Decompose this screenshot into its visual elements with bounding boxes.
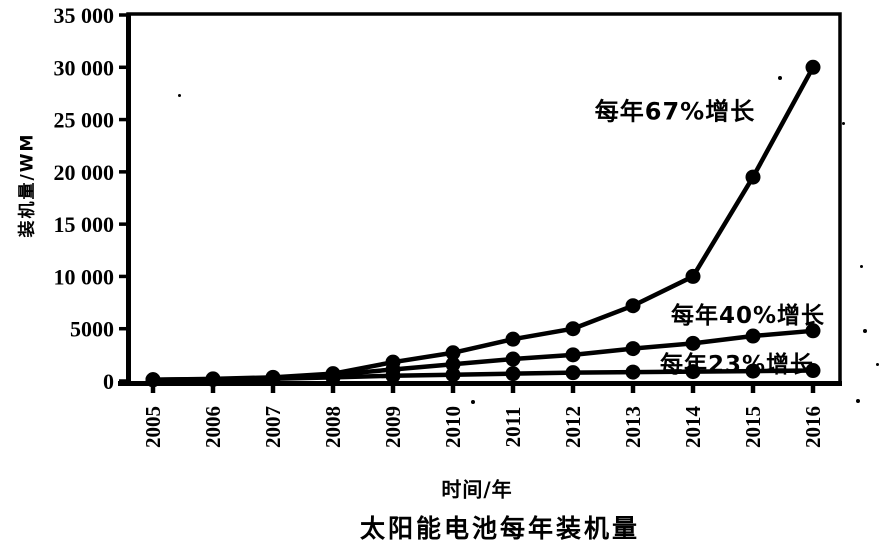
- scan-speck: [842, 122, 845, 125]
- data-point-40-percent: [445, 356, 461, 372]
- data-point-23-percent: [805, 363, 821, 379]
- scan-speck: [471, 400, 475, 404]
- scan-speck: [856, 399, 860, 403]
- data-point-40-percent: [745, 328, 761, 344]
- x-tick-label: 2013: [621, 406, 645, 448]
- x-tick-label: 2011: [501, 407, 525, 448]
- data-point-40-percent: [685, 335, 701, 351]
- y-tick-label: 30 000: [54, 55, 115, 80]
- y-tick-label: 35 000: [54, 3, 115, 28]
- x-axis-title: 时间/年: [441, 477, 513, 502]
- y-tick-label: 20 000: [54, 160, 115, 185]
- data-point-23-percent: [625, 364, 641, 380]
- data-point-67-percent: [805, 59, 821, 75]
- y-tick-label: 5000: [70, 317, 114, 342]
- scan-speck: [876, 363, 879, 366]
- data-point-23-percent: [565, 365, 581, 381]
- x-tick-label: 2012: [561, 406, 585, 448]
- annotation-40-percent-growth: 每年40%增长: [670, 303, 826, 329]
- scan-speck: [863, 329, 867, 333]
- data-point-67-percent: [745, 169, 761, 185]
- series-line-67-percent: [150, 65, 816, 382]
- chart-caption: 太阳能电池每年装机量: [359, 514, 641, 543]
- data-point-67-percent: [145, 372, 161, 388]
- x-tick-label: 2010: [441, 406, 465, 448]
- data-point-23-percent: [505, 366, 521, 382]
- scan-speck: [178, 94, 181, 97]
- data-point-67-percent: [265, 369, 281, 385]
- y-tick-label: 15 000: [54, 212, 115, 237]
- data-point-67-percent: [325, 366, 341, 382]
- y-tick-label: 0: [103, 369, 114, 394]
- data-point-67-percent: [445, 345, 461, 361]
- data-point-23-percent: [745, 363, 761, 379]
- y-tick-label: 10 000: [54, 264, 115, 289]
- data-point-40-percent: [805, 323, 821, 339]
- data-point-67-percent: [505, 331, 521, 347]
- scan-speck: [778, 76, 782, 80]
- y-axis-title: 装机量/WM: [17, 132, 38, 238]
- y-tick-label: 25 000: [54, 108, 115, 133]
- x-tick-label: 2008: [321, 406, 345, 448]
- x-tick-label: 2015: [741, 406, 765, 448]
- annotation-23-percent-growth: 每年23%增长: [659, 352, 815, 378]
- data-point-23-percent: [445, 367, 461, 383]
- x-tick-label: 2009: [381, 406, 405, 448]
- data-point-67-percent: [685, 268, 701, 284]
- x-tick-label: 2006: [201, 406, 225, 448]
- x-tick-label: 2014: [681, 406, 705, 449]
- x-tick-label: 2016: [801, 406, 825, 448]
- data-point-40-percent: [625, 341, 641, 357]
- x-tick-label: 2005: [141, 406, 165, 448]
- scan-speck: [860, 265, 863, 268]
- data-point-67-percent: [565, 321, 581, 337]
- data-point-67-percent: [205, 371, 221, 387]
- data-point-23-percent: [685, 364, 701, 380]
- data-point-40-percent: [565, 347, 581, 363]
- x-tick-label: 2007: [261, 406, 285, 448]
- data-point-40-percent: [505, 351, 521, 367]
- data-point-67-percent: [625, 298, 641, 314]
- data-point-67-percent: [385, 354, 401, 370]
- annotation-67-percent-growth: 每年67%增长: [594, 97, 756, 126]
